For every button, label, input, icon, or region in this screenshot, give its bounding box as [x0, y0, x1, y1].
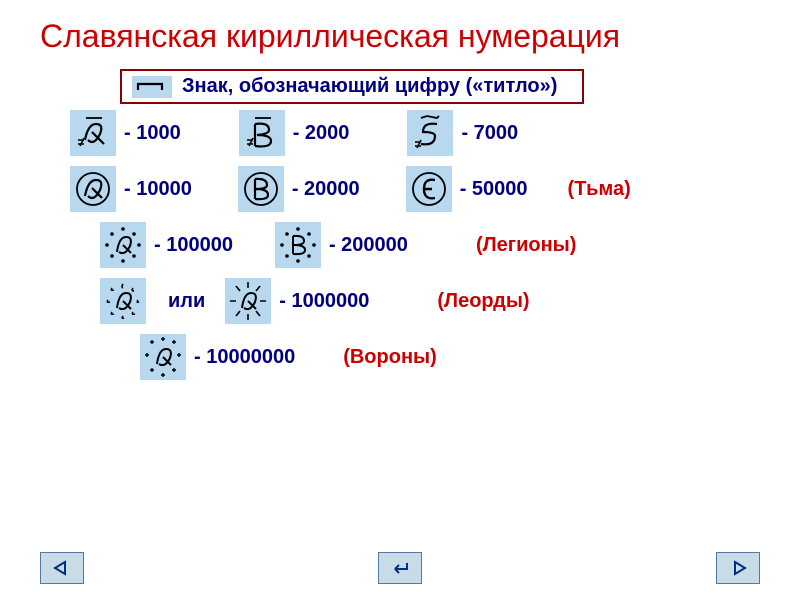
slide-title: Славянская кириллическая нумерация	[0, 0, 800, 55]
numeral-rows: - 1000 - 2000 - 7000	[50, 110, 800, 380]
value-1000000: - 1000000	[279, 290, 369, 313]
titlo-icon	[132, 76, 172, 98]
cell-10000000: - 10000000	[140, 334, 295, 380]
row-vorony: - 10000000 (Вороны)	[140, 334, 800, 380]
cell-10000: - 10000	[70, 166, 192, 212]
value-2000: - 2000	[293, 122, 350, 145]
row-tma: - 10000 - 20000 - 50000 (Тьма)	[70, 166, 800, 212]
glyph-10000000	[140, 334, 186, 380]
cell-20000: - 20000	[238, 166, 360, 212]
label-legions: (Легионы)	[476, 234, 576, 257]
cell-100000: - 100000	[100, 222, 233, 268]
glyph-20000	[238, 166, 284, 212]
row-legions: - 100000 - 200000 (Легионы)	[100, 222, 800, 268]
value-20000: - 20000	[292, 178, 360, 201]
value-10000000: - 10000000	[194, 346, 295, 369]
value-1000: - 1000	[124, 122, 181, 145]
glyph-million-rays	[225, 278, 271, 324]
nav-prev-button[interactable]	[40, 552, 84, 584]
label-tma: (Тьма)	[568, 178, 631, 201]
value-10000: - 10000	[124, 178, 192, 201]
glyph-2000	[239, 110, 285, 156]
nav-next-button[interactable]	[716, 552, 760, 584]
cell-200000: - 200000	[275, 222, 408, 268]
cell-million-commas	[100, 278, 154, 324]
glyph-million-commas	[100, 278, 146, 324]
value-7000: - 7000	[461, 122, 518, 145]
or-text: или	[168, 290, 205, 313]
glyph-200000	[275, 222, 321, 268]
glyph-50000	[406, 166, 452, 212]
titlo-definition-box: Знак, обозначающий цифру («титло»)	[120, 69, 584, 104]
titlo-text: Знак, обозначающий цифру («титло»)	[182, 75, 557, 98]
cell-1000: - 1000	[70, 110, 181, 156]
nav-return-button[interactable]	[378, 552, 422, 584]
cell-million-rays: - 1000000	[225, 278, 369, 324]
cell-50000: - 50000	[406, 166, 528, 212]
value-200000: - 200000	[329, 234, 408, 257]
glyph-1000	[70, 110, 116, 156]
value-100000: - 100000	[154, 234, 233, 257]
value-50000: - 50000	[460, 178, 528, 201]
glyph-100000	[100, 222, 146, 268]
cell-7000: - 7000	[407, 110, 518, 156]
row-thousands: - 1000 - 2000 - 7000	[70, 110, 800, 156]
row-leordy: или - 1000000 (Леорды)	[100, 278, 800, 324]
glyph-10000	[70, 166, 116, 212]
label-vorony: (Вороны)	[343, 346, 437, 369]
cell-2000: - 2000	[239, 110, 350, 156]
glyph-7000	[407, 110, 453, 156]
label-leordy: (Леорды)	[437, 290, 529, 313]
